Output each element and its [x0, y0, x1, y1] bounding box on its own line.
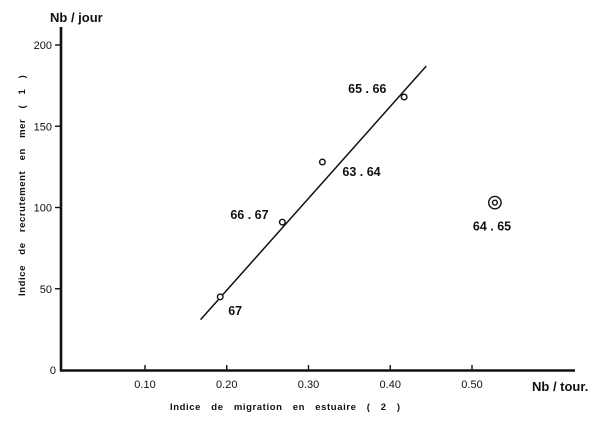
x-tick-label: 0.20: [216, 379, 237, 391]
point-label: 66 . 67: [230, 208, 268, 222]
regression-line: [200, 65, 427, 321]
data-point: 66 . 67: [230, 208, 286, 226]
point-marker-icon: [216, 293, 224, 301]
y-unit-label: Nb / jour: [50, 10, 103, 25]
data-point: 65 . 66: [348, 82, 408, 101]
y-tick-label: 150: [34, 121, 52, 133]
data-point: 64 . 65: [473, 195, 511, 234]
y-ticks: 0 50 100 150 200: [34, 40, 61, 377]
x-ticks: 0.10 0.20 0.30 0.40 0.50: [134, 365, 483, 391]
point-label: 63 . 64: [342, 165, 380, 179]
outlier-marker-inner: [491, 199, 498, 206]
point-label: 65 . 66: [348, 82, 386, 96]
point-marker-icon: [278, 218, 286, 226]
x-axis-title: Indice de migration en estuaire ( 2 ): [170, 402, 401, 413]
point-label: 67: [228, 304, 242, 318]
fit-line: [200, 65, 427, 321]
x-tick-label: 0.40: [380, 379, 401, 391]
x-tick-label: 0.50: [461, 379, 482, 391]
data-point: 63 . 64: [318, 158, 381, 179]
point-marker-icon: [318, 158, 326, 166]
y-axis-title: Indice de recrutement en mer ( 1 ): [17, 75, 28, 296]
y-tick-label: 0: [50, 365, 56, 377]
y-tick-label: 50: [40, 284, 52, 296]
point-marker-icon: [400, 93, 408, 101]
data-points: 67 66 . 67 63 . 64 65 . 66 64 . 65: [216, 82, 511, 318]
y-tick-label: 100: [34, 203, 52, 215]
data-point: 67: [216, 293, 242, 318]
x-unit-label: Nb / tour.: [532, 379, 588, 394]
x-tick-label: 0.10: [134, 379, 155, 391]
point-label: 64 . 65: [473, 220, 511, 234]
x-tick-label: 0.30: [298, 379, 319, 391]
y-tick-label: 200: [34, 40, 52, 52]
